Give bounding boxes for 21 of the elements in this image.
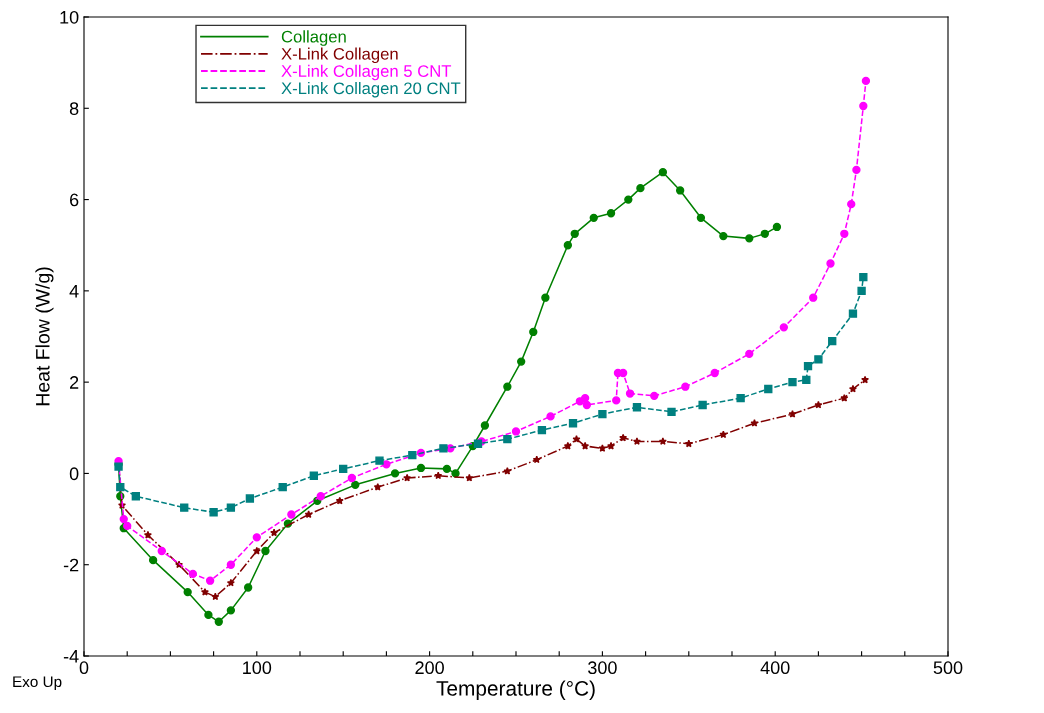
y-tick-label: 2 xyxy=(70,376,79,389)
x-tick-label: 400 xyxy=(760,661,790,675)
x-tick-label: 100 xyxy=(243,661,272,675)
y-tick-label: 10 xyxy=(60,10,79,24)
y-tick-label: 4 xyxy=(69,284,79,298)
y-tick-label: 0 xyxy=(69,467,79,481)
x-tick-label: 200 xyxy=(415,661,444,675)
legend-label: X-Link Collagen xyxy=(281,47,398,64)
legend-label: X-Link Collagen 20 CNT xyxy=(281,81,461,98)
y-tick-label: 6 xyxy=(70,193,79,207)
x-tick-label: 0 xyxy=(79,661,89,675)
x-tick-label: 500 xyxy=(933,661,963,675)
x-axis-title: Temperature (°C) xyxy=(436,680,595,700)
legend-label: Collagen xyxy=(281,30,346,46)
y-tick-label: -4 xyxy=(63,650,79,663)
y-axis-title: Heat Flow (W/g) xyxy=(35,267,54,406)
legend-label: X-Link Collagen 5 CNT xyxy=(281,64,452,81)
text: Exo Up xyxy=(13,676,62,691)
x-tick-label: 300 xyxy=(588,661,617,675)
y-tick-label: -2 xyxy=(63,558,79,572)
y-tick-label: 8 xyxy=(69,102,79,116)
